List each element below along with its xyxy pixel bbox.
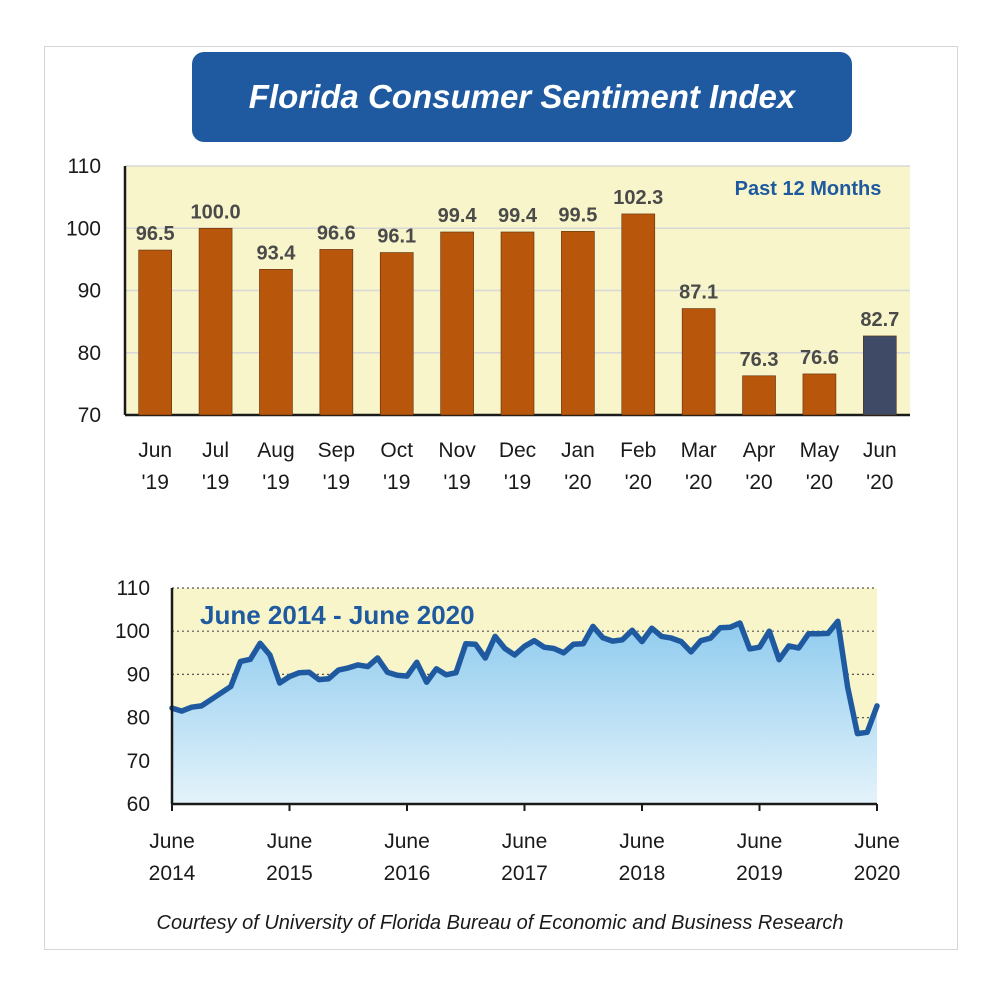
title-banner: Florida Consumer Sentiment Index [192, 52, 852, 142]
y-tick-label: 60 [127, 793, 150, 816]
bar-value-label: 76.3 [740, 349, 779, 371]
x-tick-label-year: '19 [383, 471, 410, 494]
bar-value-label: 99.4 [498, 205, 538, 227]
x-tick-label-month: Jul [202, 439, 229, 462]
y-tick-label: 70 [127, 750, 150, 773]
x-tick-label-year: 2016 [384, 862, 431, 885]
y-tick-label: 90 [127, 663, 150, 686]
area-chart-annotation: June 2014 - June 2020 [200, 600, 475, 630]
bar [138, 249, 172, 416]
y-tick-label: 100 [66, 217, 101, 240]
x-tick-label-month: May [800, 439, 840, 462]
x-tick-label-month: June [854, 830, 900, 853]
x-tick-label-month: Jan [561, 439, 595, 462]
bar-value-label: 99.4 [438, 205, 478, 227]
bar [561, 231, 595, 416]
x-tick-label-year: '19 [443, 471, 470, 494]
x-tick-label-month: Mar [681, 439, 717, 462]
y-tick-label: 80 [78, 342, 101, 365]
bar [500, 231, 535, 416]
y-tick-label: 110 [117, 577, 150, 600]
chart-title: Florida Consumer Sentiment Index [248, 78, 796, 115]
bar-value-label: 82.7 [860, 309, 899, 331]
x-tick-label-year: '20 [866, 471, 893, 494]
x-tick-label-month: Jun [863, 439, 897, 462]
y-tick-label: 100 [115, 620, 150, 643]
x-tick-label-month: Aug [257, 439, 294, 462]
bar-value-label: 99.5 [558, 204, 597, 226]
bar-value-label: 76.6 [800, 347, 839, 369]
x-tick-label-year: '19 [262, 471, 289, 494]
bar [681, 308, 716, 416]
bar-chart-annotation: Past 12 Months [735, 178, 882, 200]
y-tick-label: 110 [68, 155, 101, 178]
x-tick-label-year: '20 [625, 471, 652, 494]
bar [259, 269, 293, 416]
bar-value-label: 100.0 [191, 201, 241, 223]
x-tick-label-month: Dec [499, 439, 536, 462]
series-line [169, 618, 880, 737]
x-tick-label-year: 2015 [266, 862, 313, 885]
x-tick-label-month: Nov [438, 439, 476, 462]
bar [742, 375, 776, 416]
bar-value-label: 93.4 [256, 242, 296, 264]
x-tick-label-year: '20 [685, 471, 712, 494]
x-tick-label-year: '20 [564, 471, 591, 494]
bar [319, 249, 354, 416]
x-tick-label-year: '20 [745, 471, 772, 494]
bar-chart: 70 80 90 100 110 96.5 Jun '19 100.0 Jul '19 93.4 Aug… [66, 155, 910, 494]
x-tick-label-month: June [384, 830, 430, 853]
bar-value-label: 96.1 [377, 226, 416, 248]
x-tick-label-year: '20 [806, 471, 833, 494]
x-tick-label-month: June [619, 830, 665, 853]
x-tick-label-year: '19 [504, 471, 531, 494]
x-tick-label-year: '19 [142, 471, 169, 494]
x-tick-label-month: Jun [138, 439, 172, 462]
x-tick-label-year: 2014 [149, 862, 196, 885]
area-fill [172, 621, 877, 804]
x-tick-label-year: 2018 [619, 862, 666, 885]
bar [621, 213, 656, 416]
x-tick-label-month: Feb [620, 439, 656, 462]
x-tick-label-month: June [502, 830, 548, 853]
bar [863, 335, 897, 416]
x-tick-label-month: June [737, 830, 783, 853]
x-tick-label-year: 2019 [736, 862, 783, 885]
x-tick-label-month: Apr [743, 439, 776, 462]
x-tick-label-month: June [149, 830, 195, 853]
y-tick-label: 80 [127, 707, 150, 730]
bar [802, 373, 837, 416]
bar [198, 227, 233, 416]
x-tick-label-year: '19 [202, 471, 229, 494]
x-tick-label-year: 2017 [501, 862, 548, 885]
x-tick-label-month: Oct [380, 439, 413, 462]
y-tick-label: 90 [78, 280, 101, 303]
x-tick-label-year: 2020 [854, 862, 901, 885]
bar-value-label: 87.1 [679, 282, 718, 304]
bar [379, 252, 414, 416]
bar-value-label: 102.3 [613, 187, 663, 209]
x-tick-label-year: '19 [323, 471, 350, 494]
bar [440, 231, 474, 416]
bar-value-label: 96.5 [136, 223, 175, 245]
y-tick-label: 70 [78, 404, 101, 427]
x-tick-label-month: June [267, 830, 313, 853]
x-tick-label-month: Sep [318, 439, 355, 462]
bar-value-label: 96.6 [317, 222, 356, 244]
source-caption: Courtesy of University of Florida Bureau… [156, 912, 844, 934]
